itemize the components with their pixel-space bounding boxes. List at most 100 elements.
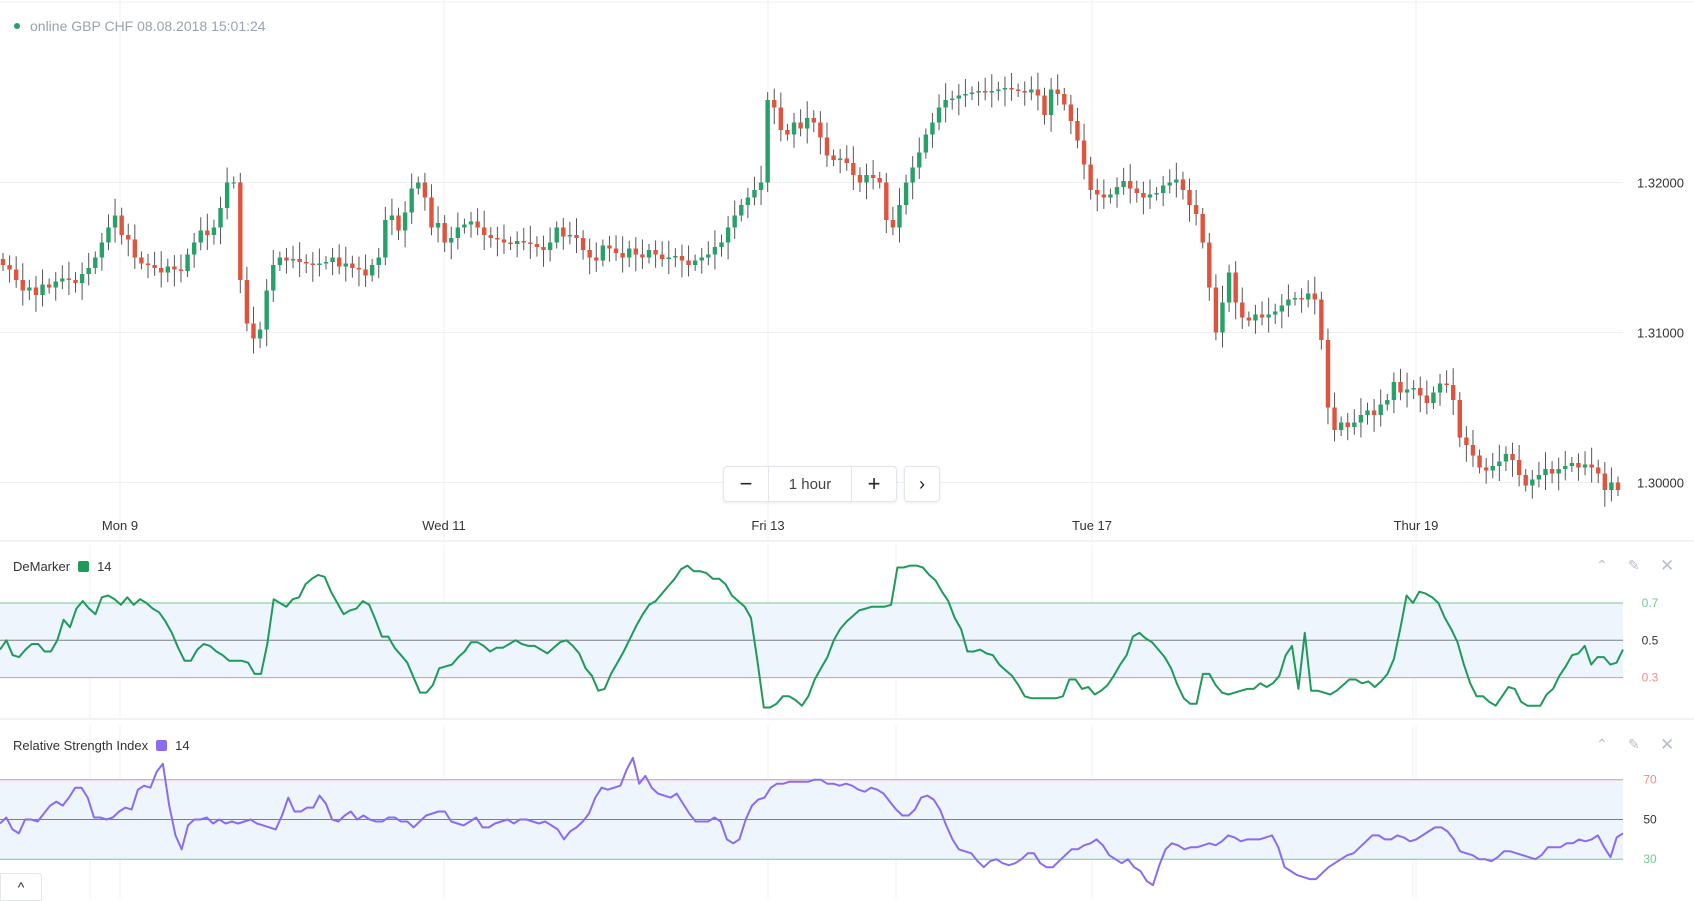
candle	[1095, 178, 1100, 212]
candle	[772, 88, 777, 125]
candle	[653, 240, 658, 268]
candle-body	[758, 182, 764, 190]
rsi-period: 14	[175, 738, 190, 753]
candle-body	[1404, 389, 1410, 393]
candle-body	[1042, 95, 1047, 115]
candle	[369, 259, 375, 282]
candle-body	[429, 197, 434, 228]
candle	[1233, 261, 1238, 320]
candle	[1002, 76, 1008, 107]
candle	[1015, 83, 1021, 97]
candle	[336, 244, 342, 275]
candle	[1220, 285, 1225, 348]
candle-body	[178, 269, 184, 271]
timeframe-label[interactable]: 1 hour	[768, 467, 852, 501]
candle-body	[488, 235, 493, 238]
candle	[1464, 426, 1469, 462]
candle	[1418, 376, 1423, 413]
candle	[712, 230, 718, 270]
candle-body	[1319, 299, 1324, 340]
chevron-up-icon[interactable]: ⌃	[1596, 557, 1608, 573]
candle-body	[778, 107, 784, 130]
candle-body	[1391, 382, 1397, 400]
candle	[976, 81, 981, 106]
candle-body	[1378, 404, 1383, 415]
candle-body	[1055, 89, 1060, 94]
candle	[1240, 287, 1245, 329]
close-icon[interactable]: ✕	[1660, 735, 1675, 754]
candle-body	[1325, 340, 1331, 408]
candle-body	[679, 256, 685, 261]
candle	[1596, 459, 1601, 484]
close-icon[interactable]: ✕	[1660, 556, 1675, 575]
candle-body	[910, 167, 915, 183]
candle	[376, 247, 381, 279]
candle	[818, 111, 823, 155]
pencil-icon[interactable]: ✎	[1628, 557, 1640, 573]
candle	[561, 217, 566, 250]
candle-body	[1134, 188, 1139, 193]
candle-body	[1095, 190, 1100, 195]
candle	[831, 149, 836, 166]
zoom-out-button[interactable]: −	[739, 471, 753, 496]
candle	[1563, 451, 1568, 481]
candle-body	[686, 260, 691, 265]
candle	[508, 236, 513, 250]
candle-body	[172, 266, 177, 270]
candle	[640, 239, 645, 269]
chevron-up-icon[interactable]: ⌃	[1596, 736, 1608, 752]
candle-body	[165, 266, 170, 273]
candle-body	[653, 250, 658, 255]
candle	[185, 248, 190, 277]
candle-body	[1371, 410, 1377, 415]
candle-body	[1286, 299, 1291, 306]
candle	[145, 253, 151, 279]
candle-body	[633, 248, 639, 255]
candle	[1273, 303, 1278, 325]
candle-body	[0, 259, 6, 265]
candle	[1286, 284, 1291, 317]
candle-body	[1029, 89, 1034, 93]
candle	[1576, 453, 1581, 481]
candle-body	[969, 92, 975, 94]
candle-body	[66, 278, 72, 280]
candle-body	[396, 215, 401, 231]
candle-body	[976, 91, 981, 93]
candle	[646, 244, 652, 264]
candle	[936, 94, 942, 131]
candle-body	[864, 175, 869, 183]
candle	[870, 160, 876, 190]
candle	[851, 146, 856, 190]
candle	[284, 247, 289, 274]
next-button[interactable]: ›	[904, 466, 940, 502]
candle	[1134, 180, 1139, 203]
collapse-panel-button[interactable]: ^	[0, 873, 42, 901]
candle-body	[350, 263, 355, 268]
candle-body	[1226, 272, 1232, 303]
candle	[1213, 274, 1219, 341]
candle-body	[1048, 89, 1054, 115]
candle	[1602, 462, 1608, 507]
zoom-in-button[interactable]: +	[867, 471, 881, 496]
candle	[218, 196, 223, 245]
candle	[778, 92, 784, 142]
candle-body	[1490, 466, 1495, 471]
candle	[574, 218, 579, 253]
candle	[844, 145, 849, 171]
pencil-icon[interactable]: ✎	[1628, 736, 1640, 752]
candle	[903, 174, 909, 215]
candle-body	[712, 247, 718, 255]
candle-body	[277, 257, 283, 265]
demarker-tick-label: 0.5	[1642, 633, 1659, 647]
candle-body	[692, 260, 698, 265]
candle-body	[389, 215, 395, 220]
candle-body	[1398, 382, 1403, 393]
candle	[765, 92, 770, 193]
candle-body	[7, 265, 12, 270]
candle-body	[607, 245, 612, 249]
candle	[824, 122, 830, 167]
candle	[1404, 372, 1410, 408]
candle-body	[1088, 164, 1093, 190]
candle-body	[1451, 385, 1456, 400]
